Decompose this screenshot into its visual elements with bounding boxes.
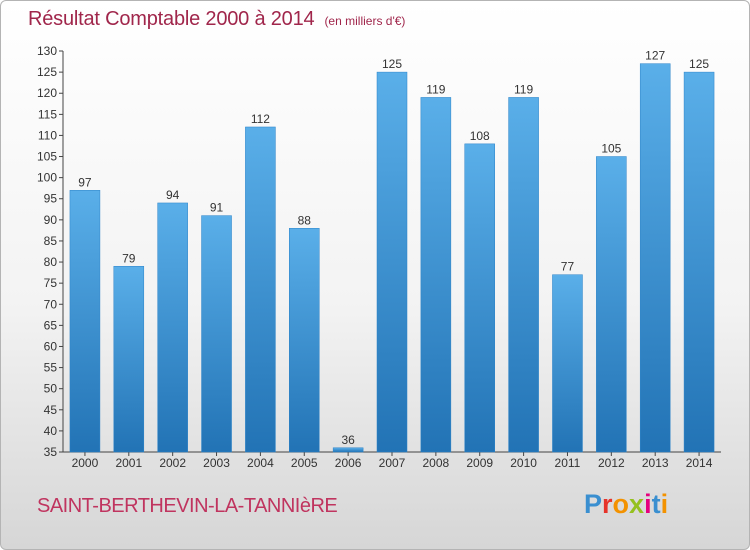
proxiti-logo: Proxiti	[584, 489, 668, 520]
bar-2004	[245, 126, 276, 453]
bar-2007	[376, 71, 408, 453]
bar-2005	[289, 228, 320, 453]
x-tick-label-2013: 2013	[642, 456, 669, 470]
bar-2000	[69, 190, 101, 453]
logo-letter: i	[644, 489, 652, 519]
x-tick-label-2011: 2011	[555, 456, 581, 470]
y-axis: 35 40 45 50 55 60 65 70 75 80 85 90 95 100 105 110 115 12…	[37, 44, 64, 459]
y-tick-label: 55	[44, 361, 58, 375]
data-label-2006: 36	[341, 433, 355, 447]
x-tick-label-2005: 2005	[291, 456, 318, 470]
x-tick-label-2001: 2001	[115, 456, 142, 470]
logo-letter: r	[602, 489, 613, 519]
y-tick-label: 115	[38, 107, 57, 121]
data-label-2008: 119	[426, 82, 445, 96]
bar-2014	[683, 71, 715, 453]
y-tick-label: 95	[44, 192, 58, 206]
data-label-2013: 127	[645, 49, 665, 63]
x-axis: 2000 2001 2002 2003 2004 2005 2006 2007 2008 2009…	[63, 451, 721, 470]
chart-title: Résultat Comptable 2000 à 2014	[28, 8, 315, 30]
chart-unit: (en milliers d'€)	[324, 14, 406, 28]
y-tick-label: 70	[44, 297, 58, 311]
logo-letter: t	[651, 489, 661, 519]
bar-2013	[639, 63, 671, 453]
x-tick-label-2014: 2014	[686, 456, 713, 470]
bar-2011	[552, 274, 583, 453]
x-tick-label-2007: 2007	[379, 456, 406, 470]
bar-2010	[508, 97, 539, 453]
bar-2012	[596, 156, 627, 453]
chart-title-block: Résultat Comptable 2000 à 2014 (en millie…	[28, 8, 405, 31]
data-label-2009: 108	[470, 129, 490, 143]
logo-letter: o	[612, 489, 630, 519]
data-label-2011: 77	[561, 260, 575, 274]
bar-2009	[464, 143, 495, 453]
y-tick-label: 130	[37, 44, 57, 58]
y-tick-label: 125	[37, 65, 57, 79]
y-tick-label: 120	[37, 86, 57, 100]
y-tick-label: 110	[38, 128, 57, 142]
y-tick-label: 35	[44, 445, 58, 459]
y-tick-label: 100	[37, 171, 57, 185]
x-tick-label-2004: 2004	[247, 456, 274, 470]
bar-2002	[157, 202, 188, 453]
y-tick-label: 90	[44, 213, 58, 227]
x-tick-label-2003: 2003	[203, 456, 230, 470]
data-label-2012: 105	[601, 142, 621, 156]
x-tick-label-2002: 2002	[159, 456, 186, 470]
x-tick-label-2010: 2010	[510, 456, 537, 470]
x-tick-label-2009: 2009	[466, 456, 493, 470]
y-tick-label: 85	[44, 234, 58, 248]
logo-letter: x	[629, 489, 645, 519]
data-label-2010: 119	[514, 82, 533, 96]
logo-letter: P	[584, 489, 603, 519]
data-label-2005: 88	[298, 213, 312, 227]
x-tick-label-2012: 2012	[598, 456, 625, 470]
y-tick-label: 45	[44, 403, 58, 417]
x-tick-label-2008: 2008	[423, 456, 450, 470]
data-label-2000: 97	[78, 175, 92, 189]
data-labels: 97 79 94 91 112 88 36 125 119 108 119 77 105 127 125	[78, 49, 709, 447]
y-tick-label: 75	[44, 276, 58, 290]
data-label-2007: 125	[382, 57, 402, 71]
bar-2001	[113, 266, 145, 453]
bar-2003	[201, 215, 232, 453]
x-tick-label-2006: 2006	[335, 456, 362, 470]
data-label-2004: 112	[251, 112, 270, 126]
y-tick-label: 65	[44, 318, 58, 332]
y-tick-label: 40	[44, 424, 58, 438]
bar-2006	[332, 447, 364, 453]
data-label-2014: 125	[689, 57, 709, 71]
logo-letter: i	[660, 489, 669, 519]
data-label-2003: 91	[210, 201, 224, 215]
y-tick-label: 60	[44, 339, 58, 353]
x-tick-label-2000: 2000	[72, 456, 99, 470]
y-tick-label: 105	[37, 150, 57, 164]
y-tick-label: 50	[44, 382, 58, 396]
data-label-2001: 79	[122, 251, 136, 265]
commune-name: SAINT-BERTHEVIN-LA-TANNIèRE	[37, 495, 338, 517]
data-label-2002: 94	[166, 188, 180, 202]
bars	[69, 63, 715, 453]
y-tick-label: 80	[44, 255, 58, 269]
bar-2008	[420, 97, 452, 453]
